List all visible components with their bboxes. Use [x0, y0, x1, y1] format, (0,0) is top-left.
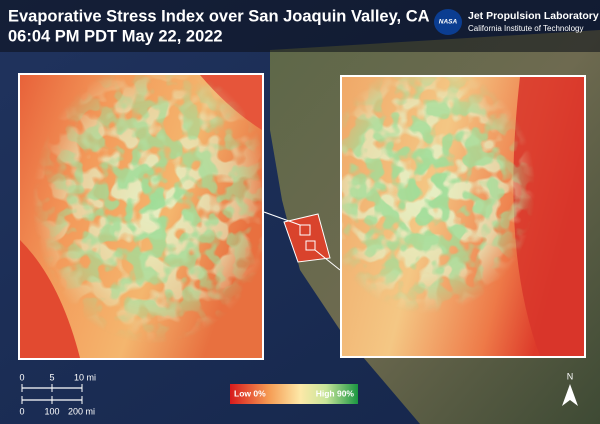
crop-patches: [20, 75, 262, 358]
title: Evaporative Stress Index over San Joaqui…: [8, 7, 430, 25]
locator-box: [299, 224, 311, 236]
scale-label: 10 mi: [74, 372, 96, 382]
legend-low: Low 0%: [234, 388, 266, 398]
lab-name: Jet Propulsion Laboratory: [468, 10, 599, 22]
legend-colorbar: [230, 384, 358, 404]
valley-region: [283, 213, 331, 263]
north-arrow: [562, 384, 578, 406]
crop-patches: [342, 77, 584, 356]
nasa-logo: [434, 9, 462, 35]
north-label: N: [567, 371, 574, 381]
connector: [314, 249, 341, 271]
nasa-logo-text: NASA: [439, 19, 458, 26]
institution: California Institute of Technology: [468, 24, 583, 33]
inset-border: [340, 75, 586, 358]
connector: [263, 211, 301, 226]
inset-right: [340, 75, 586, 358]
locator-box: [305, 240, 316, 251]
subtitle: 06:04 PM PDT May 22, 2022: [8, 27, 223, 45]
legend-high: High 90%: [316, 388, 355, 398]
scale-label: 100: [44, 406, 59, 416]
scale-label: 0: [19, 406, 24, 416]
scale-label: 5: [49, 372, 54, 382]
inset-border: [18, 73, 264, 360]
inset-left: [18, 73, 264, 360]
scale-bar: 0 5 10 mi 0 100 200 mi: [19, 372, 96, 416]
scale-label: 200 mi: [68, 406, 95, 416]
scale-label: 0: [19, 372, 24, 382]
